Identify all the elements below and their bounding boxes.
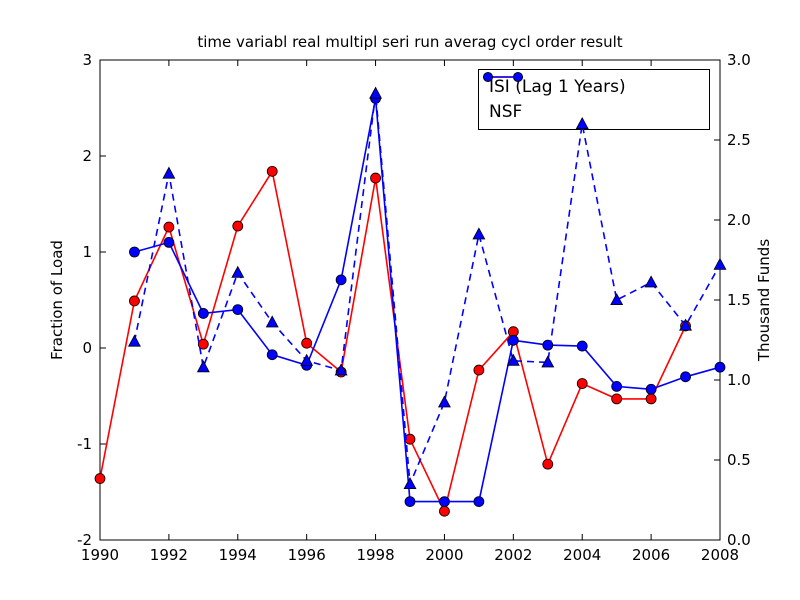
y-right-tick-label: 1.5 bbox=[727, 291, 751, 309]
data-point-circle bbox=[94, 473, 106, 484]
data-point-circle bbox=[266, 349, 278, 361]
x-tick-label: 2000 bbox=[425, 546, 463, 564]
y-axis-label-left: Fraction of Load bbox=[48, 240, 66, 360]
data-point-circle bbox=[163, 236, 175, 248]
y-right-tick-label: 0.5 bbox=[727, 451, 751, 469]
y-right-tick-label: 3.0 bbox=[727, 51, 751, 69]
legend-item: NSF bbox=[483, 72, 703, 122]
x-tick-label: 2006 bbox=[632, 546, 670, 564]
legend-item-label: ISI (Lag 1 Years) bbox=[489, 77, 626, 97]
data-point-circle bbox=[266, 165, 278, 177]
legend: ISI (Lag 1 Years) NSF bbox=[478, 69, 710, 130]
data-point-circle bbox=[197, 308, 209, 319]
legend-marker-swatch bbox=[483, 72, 523, 82]
y-left-tick-label: 3 bbox=[82, 51, 92, 69]
legend-circle-marker bbox=[483, 72, 493, 82]
x-tick-label: 2002 bbox=[494, 546, 532, 564]
data-point-circle bbox=[301, 337, 313, 349]
data-point-circle bbox=[335, 366, 347, 378]
data-point-circle bbox=[611, 380, 623, 392]
x-tick-label: 2004 bbox=[563, 546, 601, 564]
data-point-circle bbox=[232, 220, 244, 232]
data-point-circle bbox=[473, 364, 485, 376]
plot-frame bbox=[99, 59, 721, 541]
data-point-circle bbox=[370, 93, 381, 104]
data-point-circle bbox=[542, 339, 554, 351]
data-point-circle bbox=[197, 338, 209, 350]
y-left-tick-label: -2 bbox=[77, 531, 92, 549]
data-point-circle bbox=[404, 496, 416, 508]
data-point-circle bbox=[680, 371, 691, 383]
data-point-circle bbox=[335, 274, 347, 286]
data-point-circle bbox=[507, 334, 519, 346]
data-point-circle bbox=[439, 505, 450, 517]
y-left-tick-label: 1 bbox=[82, 243, 92, 261]
series-line-0 bbox=[99, 169, 687, 514]
y-left-tick-label: -1 bbox=[77, 435, 92, 453]
x-tick-label: 1992 bbox=[150, 546, 188, 564]
x-tick-label: 1998 bbox=[356, 546, 394, 564]
y-left-tick-label: 0 bbox=[82, 339, 92, 357]
chart-title: time variabl real multipl seri run avera… bbox=[197, 33, 623, 51]
data-point-circle bbox=[645, 393, 657, 405]
data-point-circle bbox=[576, 378, 588, 389]
data-point-circle bbox=[404, 433, 416, 445]
legend-item-label: NSF bbox=[489, 102, 523, 122]
x-tick-label: 2008 bbox=[701, 546, 739, 564]
data-point-circle bbox=[370, 172, 381, 184]
y-right-tick-label: 1.0 bbox=[727, 371, 751, 389]
data-point-circle bbox=[542, 458, 554, 470]
legend-circle-marker bbox=[513, 72, 523, 82]
data-point-circle bbox=[301, 359, 313, 371]
data-point-circle bbox=[645, 383, 657, 395]
data-point-circle bbox=[439, 496, 450, 508]
x-tick-label: 1994 bbox=[219, 546, 257, 564]
y-axis-label-right: Thousand Funds bbox=[755, 238, 773, 362]
x-tick-label: 1990 bbox=[81, 546, 119, 564]
series-line-1 bbox=[134, 98, 721, 503]
x-tick-label: 1996 bbox=[288, 546, 326, 564]
data-point-circle bbox=[714, 361, 726, 373]
data-point-circle bbox=[473, 496, 485, 508]
data-point-circle bbox=[611, 393, 623, 405]
y-right-tick-label: 2.5 bbox=[727, 131, 751, 149]
data-point-circle bbox=[576, 340, 588, 352]
data-point-circle bbox=[680, 320, 691, 332]
data-point-circle bbox=[129, 295, 140, 307]
y-right-tick-label: 2.0 bbox=[727, 211, 751, 229]
y-right-tick-label: 0.0 bbox=[727, 531, 751, 549]
data-point-circle bbox=[232, 304, 244, 316]
y-left-tick-label: 2 bbox=[82, 147, 92, 165]
data-point-circle bbox=[129, 246, 140, 258]
data-point-circle bbox=[163, 221, 175, 233]
